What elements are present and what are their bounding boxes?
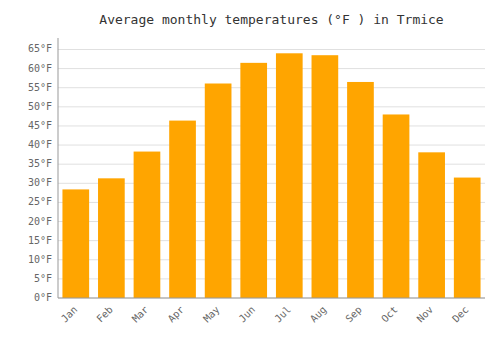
y-tick-label: 20°F	[28, 216, 52, 227]
chart: 0°F 5°F 10°F 15°F 20°F 25°F 30°F 35°F 40°F 45°F 50…	[0, 0, 500, 350]
y-tick-label: 10°F	[28, 254, 52, 265]
grid-line	[58, 145, 485, 146]
bar	[134, 152, 161, 298]
grid-line	[58, 125, 485, 126]
bar	[347, 82, 374, 298]
y-tick-label: 30°F	[28, 177, 52, 188]
x-tick-label: Mar	[130, 304, 151, 325]
bar	[98, 178, 125, 298]
bar	[418, 152, 445, 298]
bar	[312, 55, 339, 298]
grid	[58, 49, 485, 298]
y-tick-label: 0°F	[34, 292, 52, 303]
bar	[383, 114, 410, 298]
title: Average monthly temperatures (°F ) in Tr…	[99, 12, 444, 27]
y-tick-label: 40°F	[28, 139, 52, 150]
bars	[62, 53, 480, 298]
bar	[205, 84, 232, 299]
y-tick-label: 60°F	[28, 63, 52, 74]
x-tick-label: Aug	[308, 304, 329, 325]
y-tick-label: 65°F	[28, 43, 52, 54]
x-tick-label: Feb	[94, 304, 115, 325]
x-tick-label: Jul	[272, 304, 293, 325]
x-tick-label: Nov	[415, 304, 436, 325]
y-tick-label: 25°F	[28, 196, 52, 207]
x-tick-label: Apr	[166, 304, 187, 325]
bar	[62, 189, 89, 298]
x-axis-line	[58, 298, 485, 299]
x-tick-label: Sep	[343, 304, 364, 325]
y-tick-label: 15°F	[28, 235, 52, 246]
y-tick-label: 5°F	[34, 273, 52, 284]
y-axis-line	[58, 38, 59, 298]
y-tick-label: 45°F	[28, 120, 52, 131]
x-tick-label: Dec	[450, 304, 471, 325]
x-tick-label: Jun	[237, 304, 258, 325]
x-tick-labels: Jan Feb Mar Apr May Jun Jul Aug Sep Oct Nov Dec	[59, 304, 471, 325]
x-tick-label: Oct	[379, 304, 400, 325]
bar	[454, 178, 481, 298]
grid-line	[58, 68, 485, 69]
y-tick-label: 50°F	[28, 101, 52, 112]
y-tick-labels: 0°F 5°F 10°F 15°F 20°F 25°F 30°F 35°F 40°F 45°F 50…	[28, 43, 52, 303]
grid-line	[58, 298, 485, 299]
bar	[169, 121, 196, 298]
x-tick-label: May	[201, 304, 222, 325]
bar	[240, 63, 267, 298]
grid-line	[58, 106, 485, 107]
y-tick-label: 55°F	[28, 82, 52, 93]
y-tick-label: 35°F	[28, 158, 52, 169]
grid-line	[58, 49, 485, 50]
bar	[276, 53, 303, 298]
page: {"chart_data": {"type": "bar", "title": …	[0, 0, 500, 350]
grid-line	[58, 87, 485, 88]
x-tick-label: Jan	[59, 304, 80, 325]
